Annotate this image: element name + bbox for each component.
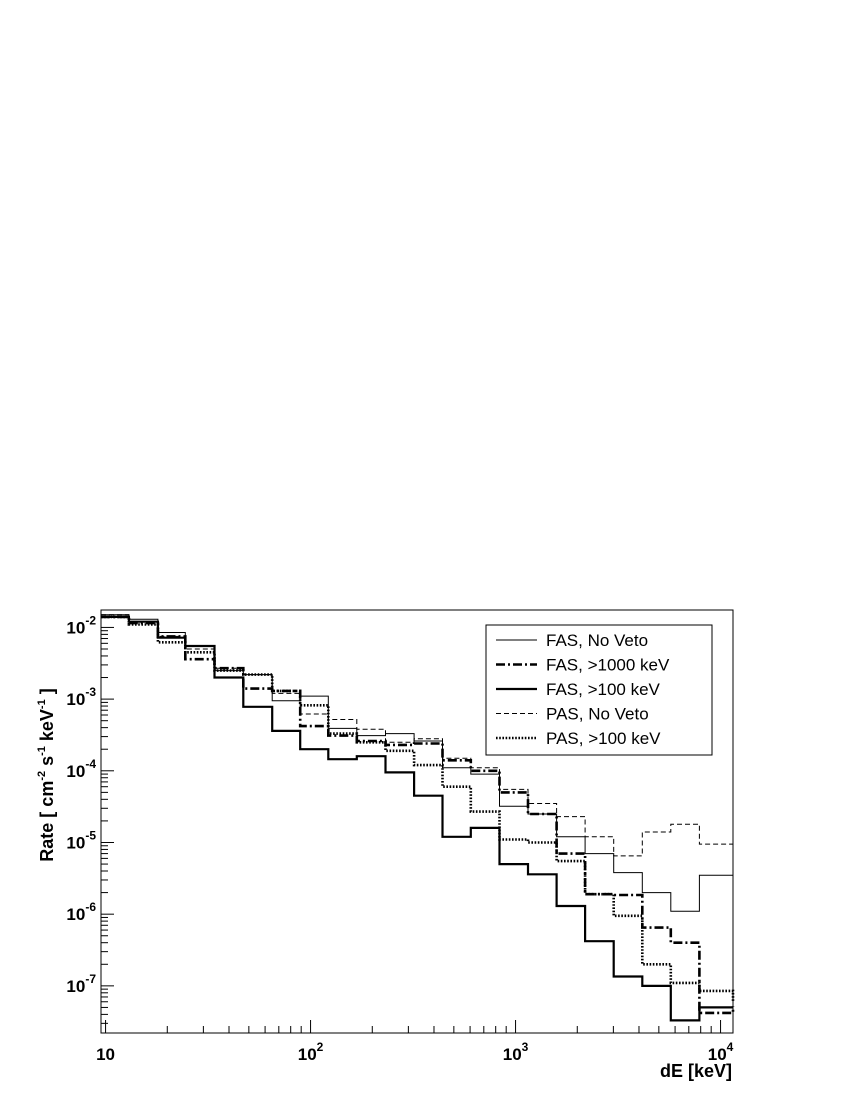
x-tick-label: 104 [708, 1040, 734, 1064]
legend-label-4: PAS, No Veto [546, 705, 649, 724]
y-tick-label: 10-6 [66, 900, 96, 924]
legend-label-5: PAS, >100 keV [546, 729, 661, 748]
x-tick-label: 102 [298, 1040, 324, 1064]
legend: FAS, No Veto FAS, >1000 keV FAS, >100 keV P… [485, 624, 713, 756]
y-tick-label: 10-5 [66, 828, 96, 852]
x-axis-title: dE [keV] [660, 1061, 732, 1081]
y-tick-label: 10-7 [66, 972, 96, 996]
legend-label-3: FAS, >100 keV [546, 680, 661, 699]
y-tick-label: 10-4 [66, 757, 96, 781]
y-tick-label: 10-2 [66, 613, 96, 637]
tick-labels: 10 102 103 104 10-7 10-6 10-5 10-4 10-3 10-2 [66, 613, 733, 1064]
series-line-3 [101, 615, 733, 1022]
legend-entries: FAS, No Veto FAS, >1000 keV FAS, >100 keV P… [496, 631, 670, 748]
series-line-5 [101, 615, 735, 1002]
legend-label-2: FAS, >1000 keV [546, 656, 670, 675]
axis-ticks [101, 626, 722, 1033]
series-layer [101, 614, 735, 1022]
x-tick-label: 103 [503, 1040, 529, 1064]
y-axis-title: Rate [ cm-2 s-1 keV-1 ] [36, 688, 57, 861]
x-tick-label: 10 [96, 1045, 115, 1064]
y-tick-label: 10-3 [66, 685, 96, 709]
legend-label-1: FAS, No Veto [546, 631, 648, 650]
